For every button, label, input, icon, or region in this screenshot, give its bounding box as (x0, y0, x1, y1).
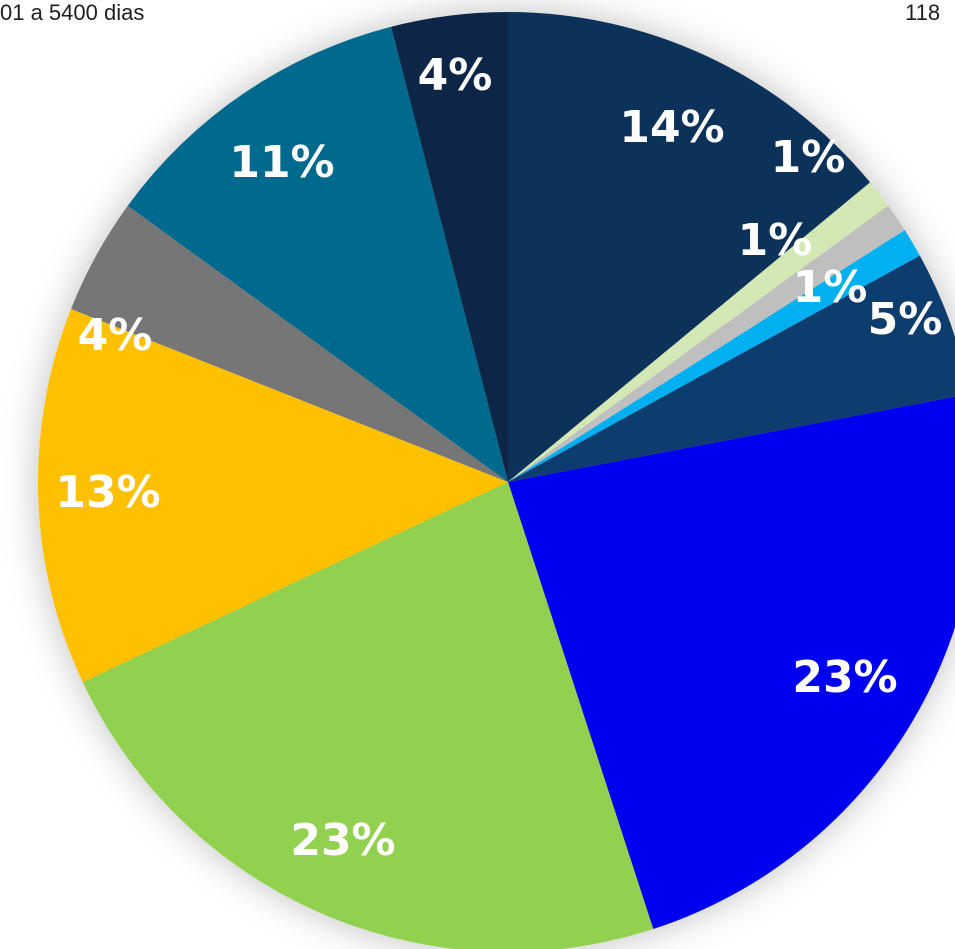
data-label: 14% (619, 102, 724, 153)
data-label: 1% (771, 132, 846, 183)
data-label: 1% (793, 262, 868, 313)
pie-slice (508, 230, 920, 482)
data-label: 5% (868, 294, 943, 345)
annotation: 01 a 5400 dias (0, 0, 144, 25)
data-label: 4% (78, 310, 153, 361)
pie-slice (82, 482, 654, 949)
data-label: 1% (738, 215, 813, 266)
pie-slice (508, 182, 889, 483)
annotation: 118 (905, 0, 940, 25)
pie-slice (508, 12, 871, 482)
pie-slice (508, 205, 905, 482)
pie-slice (71, 205, 508, 482)
pie-slice (391, 12, 508, 482)
pie (38, 12, 955, 949)
pie-slice (508, 255, 955, 482)
pie-slice (38, 308, 509, 683)
pie-slice (508, 396, 955, 929)
data-label: 11% (229, 137, 334, 188)
data-label: 13% (55, 467, 160, 518)
pie-slice (127, 26, 508, 482)
data-label: 4% (418, 50, 493, 101)
data-label: 23% (792, 652, 897, 703)
data-label: 23% (290, 815, 395, 866)
